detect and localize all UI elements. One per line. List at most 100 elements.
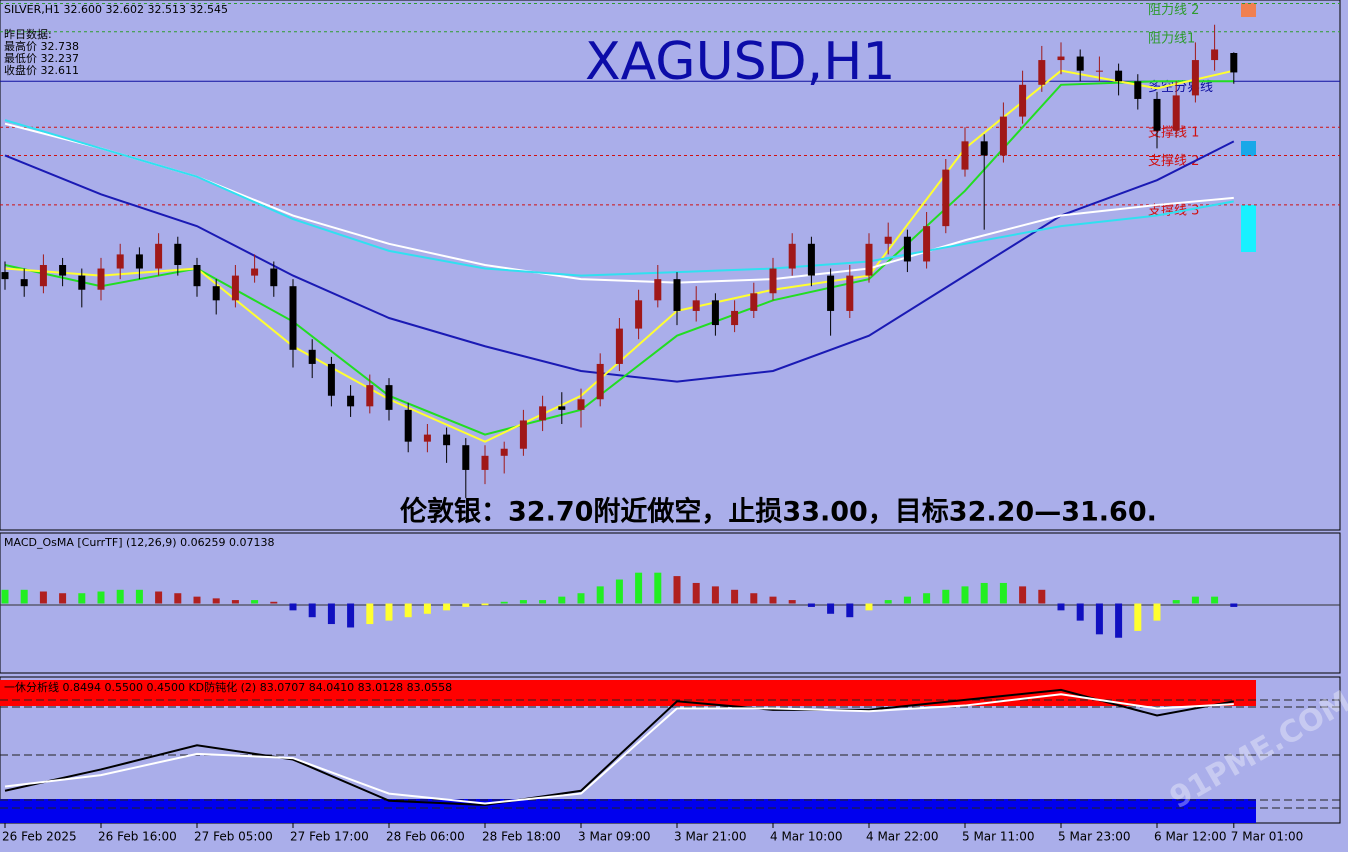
- macd-bar: [692, 582, 700, 604]
- macd-bar: [1038, 589, 1046, 604]
- x-tick-label: 6 Mar 12:00: [1154, 830, 1227, 844]
- main-panel: [0, 0, 1341, 531]
- x-tick-label: 26 Feb 2025: [2, 830, 77, 844]
- candle-body: [750, 293, 758, 311]
- candle-body: [231, 275, 239, 301]
- marker-box: [1241, 205, 1256, 252]
- macd-bar: [385, 603, 393, 621]
- macd-bar: [999, 582, 1007, 604]
- macd-bar: [654, 572, 662, 604]
- macd-bar: [750, 593, 758, 604]
- macd-bar: [635, 572, 643, 604]
- macd-bar: [1076, 603, 1084, 621]
- candle-body: [846, 275, 854, 311]
- candle-body: [212, 286, 220, 301]
- macd-bar: [788, 600, 796, 604]
- macd-bar: [615, 579, 623, 604]
- macd-bar: [846, 603, 854, 618]
- macd-bar: [443, 603, 451, 611]
- candle-body: [462, 445, 470, 470]
- macd-bar: [827, 603, 835, 614]
- macd-bar: [577, 593, 585, 604]
- macd-bar: [942, 589, 950, 604]
- candle-body: [539, 406, 547, 421]
- macd-bar: [59, 593, 67, 604]
- candle-body: [1191, 60, 1199, 96]
- candle-body: [692, 300, 700, 311]
- candle-body: [673, 279, 681, 311]
- macd-bar: [1019, 586, 1027, 604]
- macd-bar: [1191, 596, 1199, 604]
- candle-body: [635, 300, 643, 329]
- candle-body: [903, 236, 911, 262]
- macd-bar: [539, 600, 547, 604]
- macd-bar: [731, 589, 739, 604]
- candle-body: [519, 420, 527, 449]
- macd-bar: [558, 596, 566, 604]
- info-line: 最低价 32.237: [4, 52, 79, 65]
- candle-body: [1038, 60, 1046, 85]
- x-tick-label: 27 Feb 17:00: [290, 830, 369, 844]
- x-tick-label: 4 Mar 10:00: [770, 830, 843, 844]
- macd-bar: [327, 603, 335, 625]
- macd-bar: [20, 589, 28, 604]
- candle-body: [327, 363, 335, 396]
- header: SILVER,H1 32.600 32.602 32.513 32.545: [4, 3, 228, 16]
- candle-body: [942, 169, 950, 227]
- candle-body: [78, 275, 86, 290]
- candle-body: [980, 141, 988, 156]
- x-tick-label: 26 Feb 16:00: [98, 830, 177, 844]
- candle-body: [1211, 49, 1219, 61]
- macd-bar: [462, 603, 470, 607]
- candle-body: [97, 268, 105, 290]
- macd-bar: [711, 586, 719, 604]
- candle-body: [1230, 53, 1238, 73]
- candle-body: [865, 243, 873, 276]
- macd-bar: [347, 603, 355, 628]
- macd-bar: [596, 586, 604, 604]
- macd-bar: [97, 591, 105, 604]
- candle-body: [423, 434, 431, 442]
- x-tick-label: 3 Mar 09:00: [578, 830, 651, 844]
- candle-body: [59, 265, 67, 276]
- indicator-line: [4, 688, 1234, 806]
- level-label: 支撑线 1: [1148, 126, 1199, 141]
- x-tick-label: 28 Feb 18:00: [482, 830, 561, 844]
- macd-bar: [251, 600, 259, 604]
- chart-title: XAGUSD,H1: [585, 32, 895, 92]
- macd-bar: [500, 601, 508, 604]
- candle-body: [1095, 70, 1103, 72]
- candle-body: [404, 409, 412, 442]
- indicator-line: [4, 140, 1235, 383]
- macd-bar: [923, 593, 931, 604]
- macd-bar: [423, 603, 431, 614]
- candle-body: [289, 286, 297, 350]
- macd-bar: [1153, 603, 1161, 621]
- macd-bar: [116, 589, 124, 604]
- macd-bar: [270, 601, 278, 604]
- macd-bar: [155, 591, 163, 604]
- x-tick-label: 4 Mar 22:00: [866, 830, 939, 844]
- candle-body: [174, 243, 182, 265]
- macd-bar: [193, 596, 201, 604]
- candle-body: [1134, 81, 1142, 99]
- x-tick-label: 3 Mar 21:00: [674, 830, 747, 844]
- info-line: 最高价 32.738: [4, 39, 79, 53]
- macd-bar: [1057, 603, 1065, 611]
- macd-bar: [1134, 603, 1142, 631]
- indicator-line: [4, 80, 1234, 436]
- macd-bar: [1, 589, 9, 604]
- macd-panel: [0, 532, 1341, 674]
- candle-body: [347, 395, 355, 407]
- kd-upper-band: [0, 680, 1256, 706]
- macd-bar: [404, 603, 412, 618]
- candle-body: [558, 406, 566, 410]
- macd-bar: [78, 593, 86, 604]
- candle-body: [1057, 56, 1065, 61]
- info-line: 昨日数据:: [4, 27, 52, 41]
- candle-body: [481, 455, 489, 470]
- macd-label: MACD_OsMA [CurrTF] (12,26,9) 0.06259 0.0…: [4, 536, 275, 549]
- candle-body: [596, 363, 604, 400]
- macd-bar: [212, 598, 220, 604]
